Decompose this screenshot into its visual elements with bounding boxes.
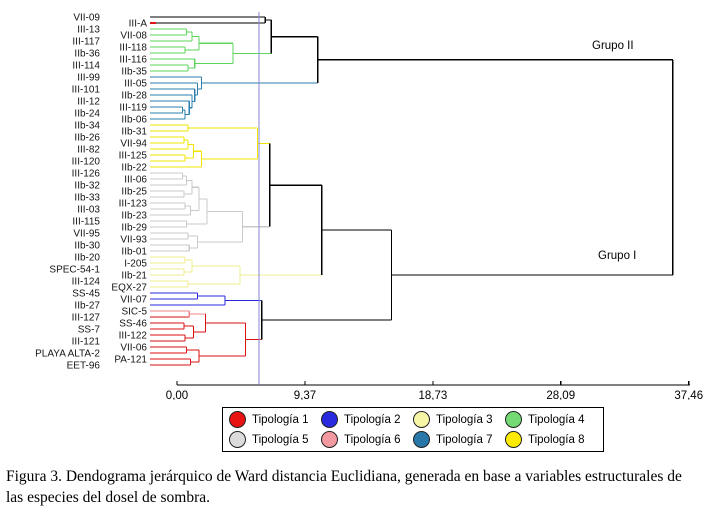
leaf-label: VII-93 (120, 235, 147, 246)
leaf-label: VII-06 (120, 343, 147, 354)
legend-item-5: Tipología 5 (229, 431, 321, 448)
leaf-label: III-123 (119, 199, 148, 210)
x-axis-tick-label: 37,46 (674, 390, 703, 400)
leaf-label: IIb-06 (121, 115, 147, 126)
leaf-label: IIb-26 (74, 133, 100, 144)
dendrogram-svg: VII-09 III-A III-13 VII-08 III-117 III-118 IIb… (35, 12, 703, 400)
leaf-label: III-127 (72, 313, 101, 324)
leaf-label: VII-08 (120, 31, 147, 42)
leaf-label: VII-94 (120, 139, 147, 150)
leaf-label: IIb-20 (74, 253, 100, 264)
leaf-label: III-117 (72, 37, 100, 48)
x-axis-tick-label: 9,37 (294, 390, 316, 400)
leaf-label: IIb-29 (121, 223, 147, 234)
leaf-label: SPEC-54-1 (49, 265, 100, 276)
leaf-label: III-13 (77, 25, 100, 36)
leaf-label: III-118 (119, 43, 147, 54)
leaf-label: SS-45 (72, 289, 100, 300)
leaf-label: IIb-32 (74, 181, 100, 192)
leaf-label: III-121 (72, 337, 101, 348)
legend-color-dot (229, 431, 246, 448)
leaf-label: III-119 (119, 103, 147, 114)
legend-color-dot (321, 411, 338, 428)
leaf-label: III-06 (124, 175, 147, 186)
legend-color-dot (229, 411, 246, 428)
legend-label: Tipología 8 (528, 433, 585, 446)
leaf-label: III-122 (119, 331, 148, 342)
leaf-label: IIb-22 (121, 163, 147, 174)
leaf-label: IIb-35 (121, 67, 147, 78)
legend-color-dot (505, 411, 522, 428)
leaf-label: III-114 (72, 61, 100, 72)
leaf-label: VII-07 (120, 295, 147, 306)
x-axis-tick-label: 28,09 (546, 390, 575, 400)
figure-caption: Figura 3. Dendograma jerárquico de Ward … (6, 468, 682, 507)
legend-label: Tipología 3 (436, 413, 493, 426)
leaf-label: III-03 (77, 205, 100, 216)
leaf-label: SIC-5 (121, 307, 147, 318)
leaf-label: III-12 (77, 97, 100, 108)
x-axis-tick-label: 0,00 (166, 390, 188, 400)
x-axis-tick-label: 18,73 (418, 390, 447, 400)
legend-item-6: Tipología 6 (321, 431, 413, 448)
legend-color-dot (505, 431, 522, 448)
leaf-label: III-124 (72, 277, 101, 288)
leaf-label: IIb-31 (121, 127, 147, 138)
leaf-label: VII-09 (73, 13, 100, 24)
legend-label: Tipología 1 (252, 413, 309, 426)
leaf-label: PA-121 (114, 355, 147, 366)
legend-color-dot (413, 431, 430, 448)
leaf-label: III-126 (72, 169, 101, 180)
leaf-label: IIb-25 (121, 187, 147, 198)
leaf-label: IIb-34 (74, 121, 100, 132)
leaf-label: III-05 (124, 79, 147, 90)
leaf-label: IIb-30 (74, 241, 100, 252)
legend-item-7: Tipología 7 (413, 431, 505, 448)
leaf-label: IIb-33 (74, 193, 100, 204)
legend-label: Tipología 4 (528, 413, 585, 426)
leaf-label: SS-46 (119, 319, 147, 330)
leaf-label: III-116 (119, 55, 147, 66)
leaf-label: IIb-01 (121, 247, 147, 258)
leaf-label: IIb-36 (74, 49, 100, 60)
leaf-label: III-82 (77, 145, 100, 156)
leaf-label: I-205 (124, 259, 147, 270)
leaf-label: III-120 (72, 157, 101, 168)
leaf-label: IIb-23 (121, 211, 147, 222)
leaf-label: EET-96 (67, 361, 101, 372)
leaf-label: III-99 (77, 73, 100, 84)
leaf-label: VII-95 (73, 229, 100, 240)
leaf-label: EQX-27 (111, 283, 147, 294)
legend-item-1: Tipología 1 (229, 411, 321, 428)
leaf-label: III-A (129, 19, 148, 30)
leaf-label: IIb-27 (74, 301, 100, 312)
legend-label: Tipología 2 (344, 413, 401, 426)
leaf-label: IIb-21 (121, 271, 147, 282)
legend-item-3: Tipología 3 (413, 411, 505, 428)
legend-item-2: Tipología 2 (321, 411, 413, 428)
leaf-label: III-125 (119, 151, 148, 162)
legend-item-8: Tipología 8 (505, 431, 597, 448)
legend-color-dot (321, 431, 338, 448)
legend-label: Tipología 6 (344, 433, 401, 446)
legend-item-4: Tipología 4 (505, 411, 597, 428)
leaf-label: IIb-28 (121, 91, 147, 102)
leaf-label: PLAYA ALTA-2 (35, 349, 100, 360)
leaf-label: IIb-24 (74, 109, 100, 120)
leaf-label: III-101 (72, 85, 101, 96)
legend-label: Tipología 7 (436, 433, 493, 446)
leaf-label: SS-7 (78, 325, 101, 336)
legend-color-dot (413, 411, 430, 428)
legend: Tipología 1 Tipología 2 Tipología 3 Tipolog… (222, 407, 604, 452)
leaf-label: III-115 (72, 217, 100, 228)
group-annotation: Grupo II (592, 40, 634, 52)
legend-label: Tipología 5 (252, 433, 309, 446)
group-annotation: Grupo I (598, 250, 636, 262)
